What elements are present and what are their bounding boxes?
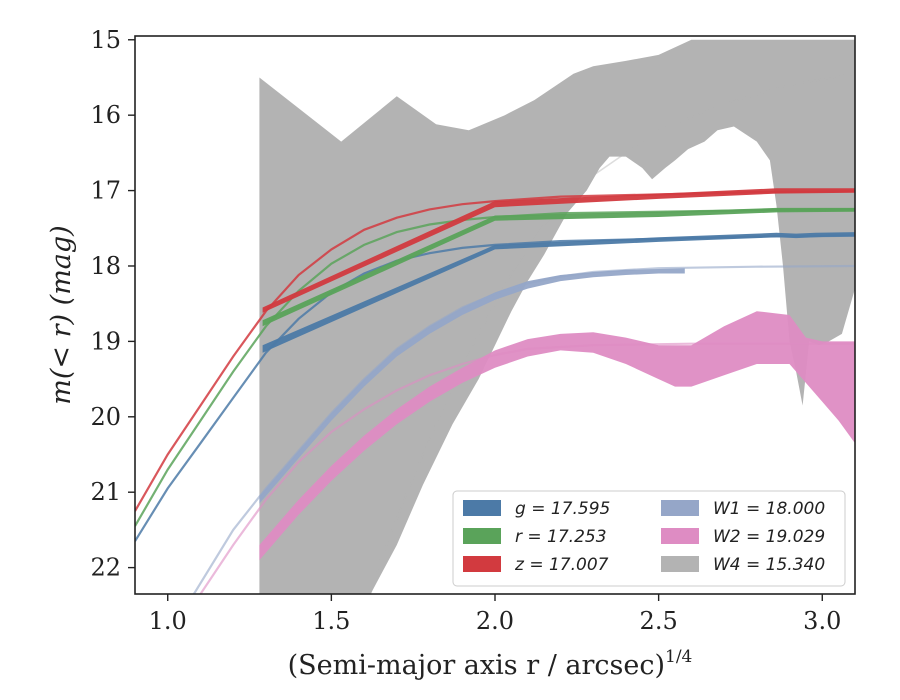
model-line-r bbox=[135, 208, 855, 527]
x-tick-label: 2.0 bbox=[476, 607, 514, 635]
band-w4 bbox=[259, 39, 855, 594]
x-axis: 1.0 1.5 2.0 2.5 3.0 bbox=[149, 594, 841, 635]
legend-swatch-w1 bbox=[661, 500, 699, 516]
x-tick-label: 2.5 bbox=[640, 607, 678, 635]
model-line-z bbox=[135, 190, 855, 512]
y-axis-title: m(< r) (mag) bbox=[46, 225, 77, 404]
y-tick-label: 17 bbox=[90, 177, 121, 205]
y-axis: 15 16 17 18 19 20 21 22 bbox=[90, 26, 135, 582]
y-tick-label: 22 bbox=[90, 554, 121, 582]
x-axis-title-text: (Semi-major axis r / arcsec) bbox=[288, 650, 665, 681]
legend-label-w2: W2 = 19.029 bbox=[713, 527, 825, 547]
legend-label-r: r = 17.253 bbox=[515, 527, 607, 547]
legend-label-w4: W4 = 15.340 bbox=[713, 555, 825, 575]
legend-label-g: g = 17.595 bbox=[515, 499, 610, 519]
model-line-w1 bbox=[192, 264, 855, 594]
model-line-w4 bbox=[369, 72, 855, 594]
band-r bbox=[262, 207, 855, 327]
legend-swatch-z bbox=[463, 556, 501, 572]
legend-swatch-w4 bbox=[661, 556, 699, 572]
series-layer bbox=[135, 39, 855, 594]
x-axis-title-exponent: 1/4 bbox=[665, 647, 692, 667]
y-tick-label: 15 bbox=[90, 26, 121, 54]
y-tick-label: 20 bbox=[90, 403, 121, 431]
x-tick-label: 3.0 bbox=[803, 607, 841, 635]
legend-frame bbox=[452, 490, 846, 587]
legend: g = 17.595 r = 17.253 z = 17.007 W1 = 18.00… bbox=[452, 490, 846, 587]
x-tick-label: 1.0 bbox=[149, 607, 187, 635]
y-tick-label: 16 bbox=[90, 101, 121, 129]
legend-swatch-r bbox=[463, 528, 501, 544]
x-axis-title: (Semi-major axis r / arcsec)1/4 bbox=[288, 647, 693, 681]
legend-label-w1: W1 = 18.000 bbox=[713, 499, 825, 519]
legend-swatch-g bbox=[463, 500, 501, 516]
model-line-g bbox=[135, 234, 855, 542]
y-tick-label: 19 bbox=[90, 327, 121, 355]
legend-swatch-w2 bbox=[661, 528, 699, 544]
y-tick-label: 18 bbox=[90, 252, 121, 280]
legend-label-z: z = 17.007 bbox=[514, 555, 609, 575]
band-w2 bbox=[259, 311, 855, 561]
y-tick-label: 21 bbox=[90, 478, 121, 506]
model-line-w2 bbox=[199, 342, 855, 594]
x-tick-label: 1.5 bbox=[312, 607, 350, 635]
